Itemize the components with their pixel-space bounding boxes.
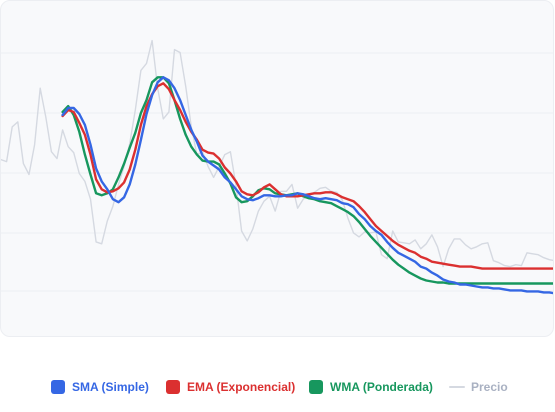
legend: SMA (Simple) EMA (Exponencial) WMA (Pond… (0, 372, 555, 402)
legend-item-wma[interactable]: WMA (Ponderada) (309, 372, 433, 402)
wma-swatch (309, 380, 323, 394)
legend-item-sma[interactable]: SMA (Simple) (51, 372, 149, 402)
sma-swatch (51, 380, 65, 394)
series-line-ema (61, 82, 553, 270)
line-chart (1, 39, 553, 295)
legend-item-ema[interactable]: EMA (Exponencial) (166, 372, 295, 402)
series-line-wma (61, 76, 553, 285)
ema-swatch (166, 380, 180, 394)
chart-panel (0, 0, 554, 337)
grid-lines (1, 52, 553, 292)
series-lines (1, 39, 553, 295)
legend-label-sma: SMA (Simple) (72, 380, 149, 394)
legend-label-price: Precio (471, 380, 508, 394)
series-line-sma (61, 76, 553, 295)
legend-label-wma: WMA (Ponderada) (330, 380, 433, 394)
legend-label-ema: EMA (Exponencial) (187, 380, 296, 394)
series-line-price (1, 39, 553, 268)
price-line-swatch (449, 386, 465, 388)
legend-item-price[interactable]: Precio (449, 372, 508, 402)
